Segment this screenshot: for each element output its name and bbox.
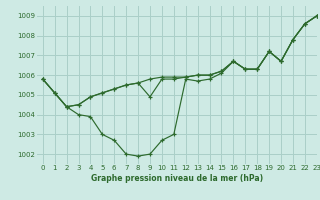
X-axis label: Graphe pression niveau de la mer (hPa): Graphe pression niveau de la mer (hPa) bbox=[91, 174, 263, 183]
